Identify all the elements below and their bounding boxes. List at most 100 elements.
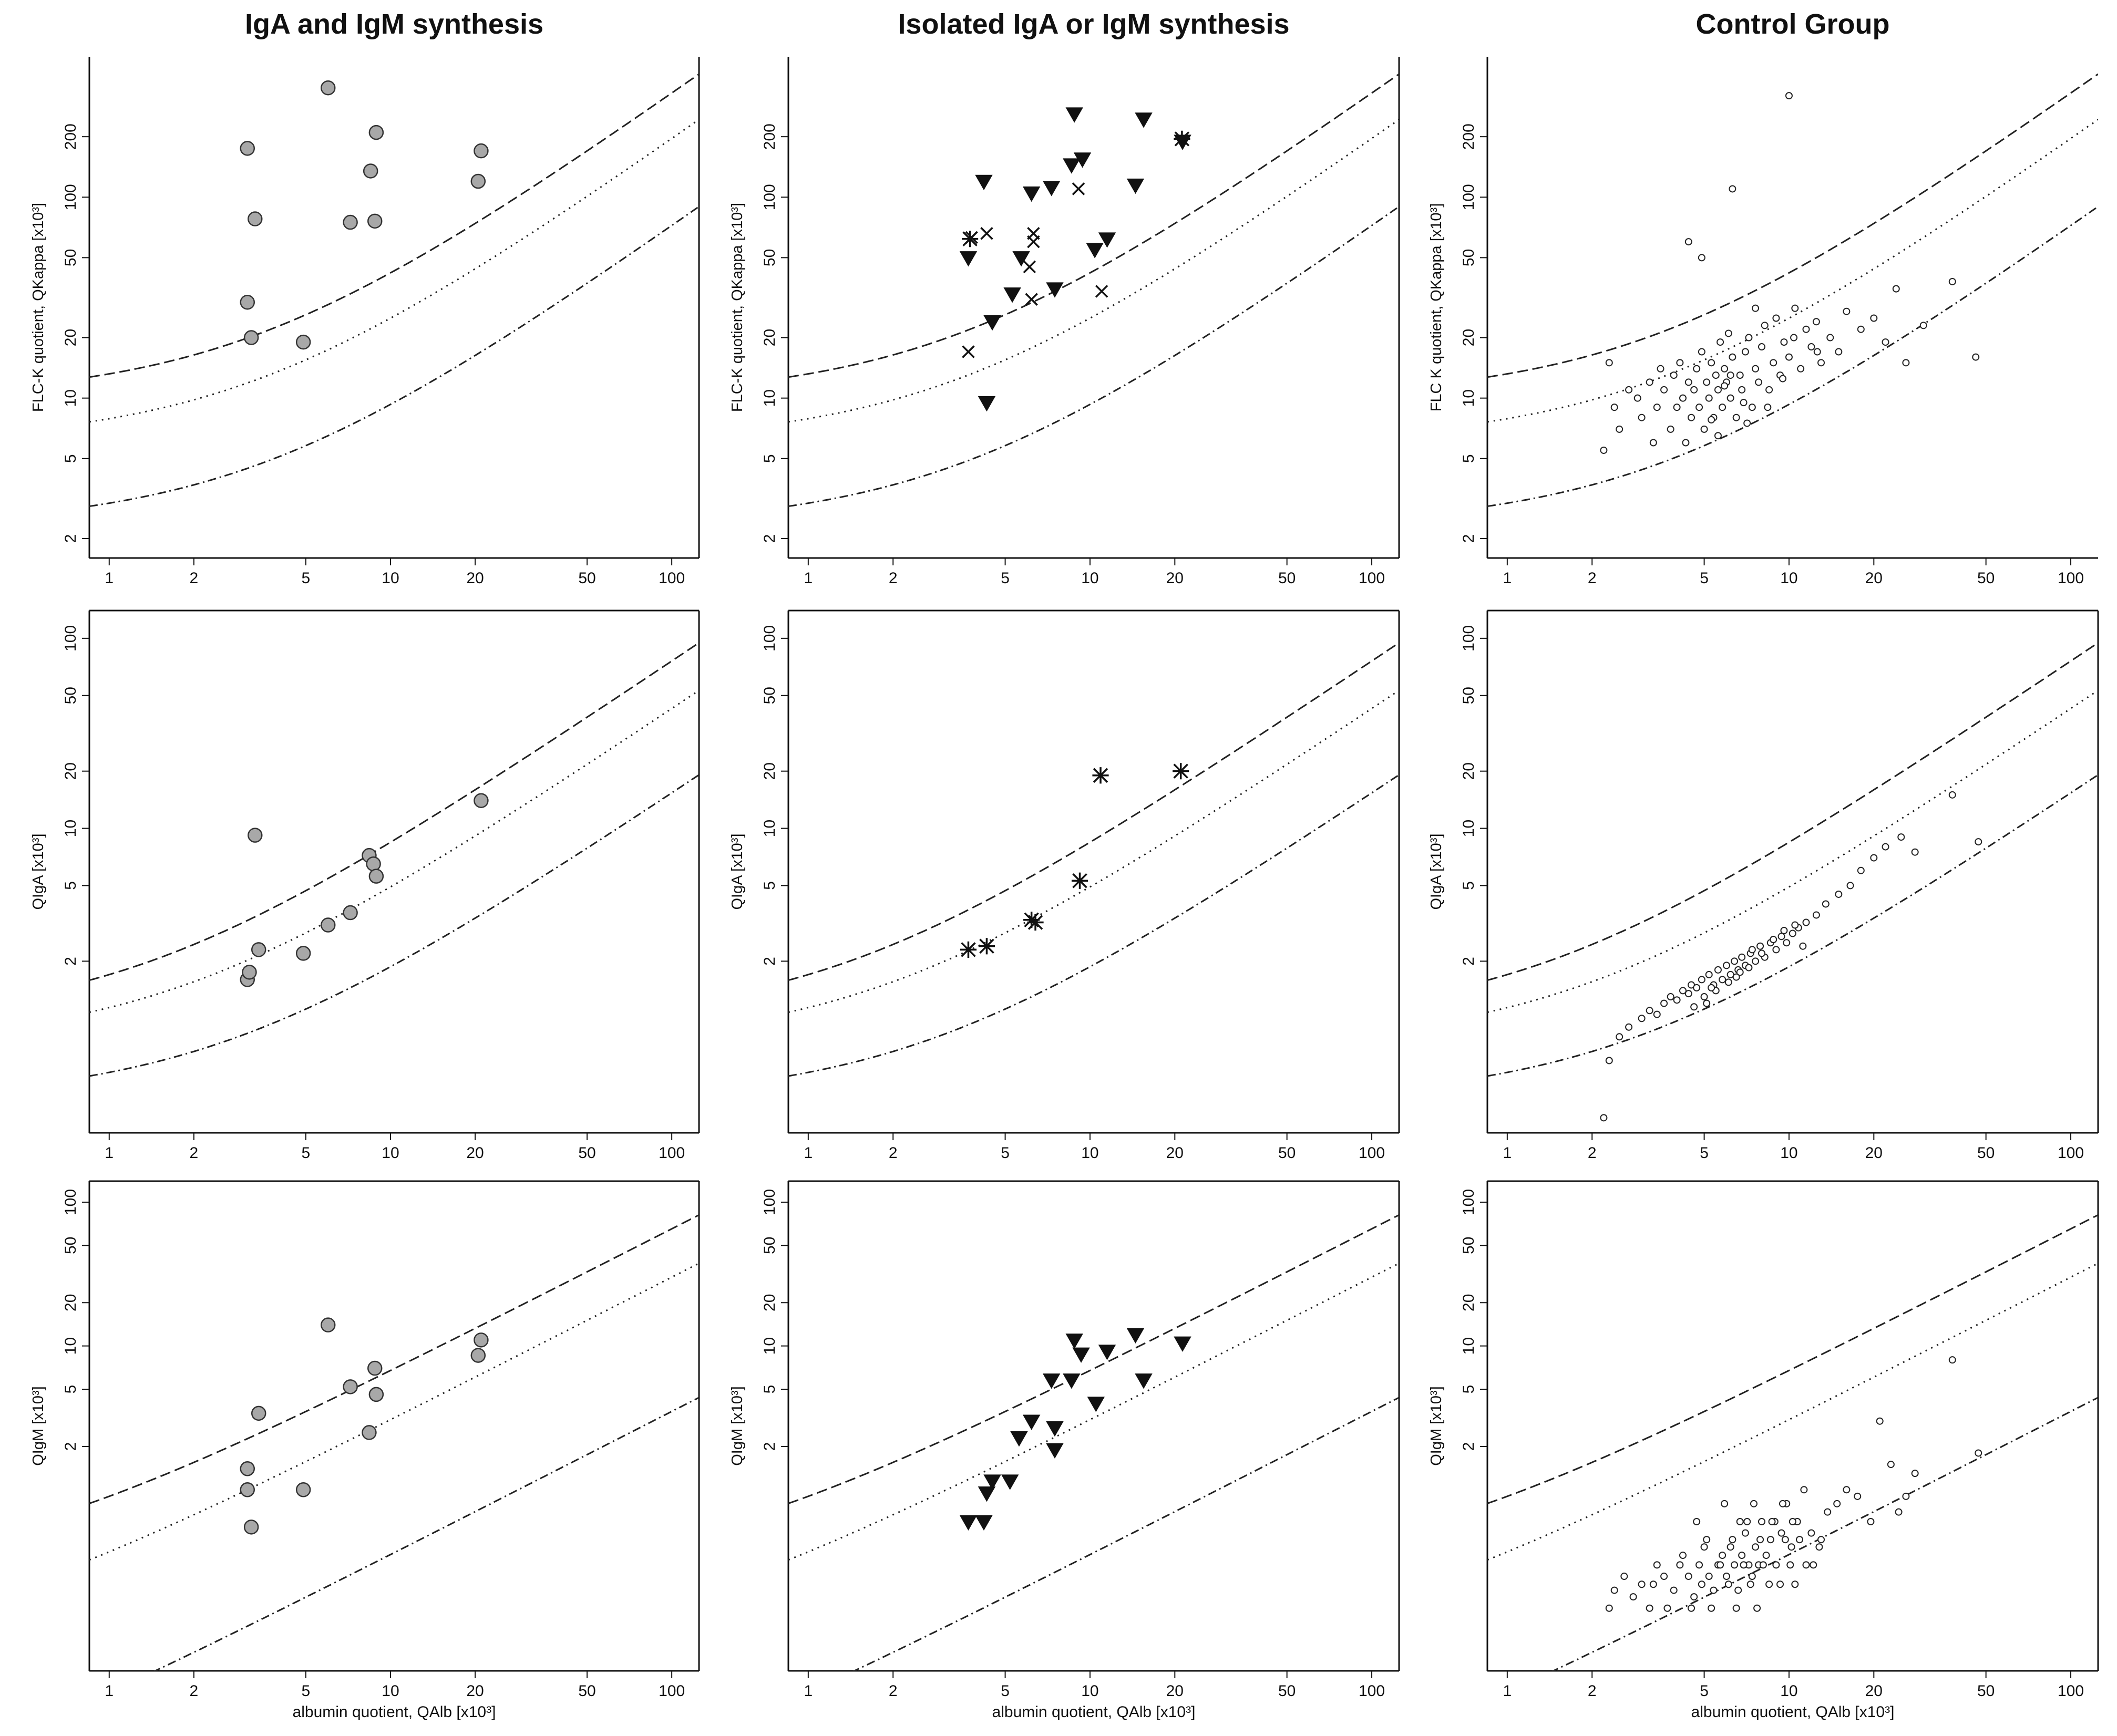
point-open-circle bbox=[1673, 404, 1681, 411]
point-open-circle bbox=[1772, 314, 1780, 322]
y-tick-label: 100 bbox=[1460, 1189, 1477, 1215]
point-open-circle bbox=[1684, 238, 1692, 246]
point-open-circle bbox=[1780, 338, 1788, 346]
point-open-circle bbox=[1948, 277, 1956, 285]
point-circle bbox=[251, 1406, 266, 1421]
panel-r0-c0: 1 2 5 10 20 50 100 2 5 10 20 50 100 200 FLC-K quotient… bbox=[30, 57, 700, 587]
point-asterisk bbox=[1173, 763, 1189, 780]
point-triangle bbox=[1046, 1443, 1064, 1459]
point-open-circle bbox=[1653, 1010, 1661, 1018]
point-open-circle bbox=[1752, 957, 1760, 965]
x-axis-label: albumin quotient, QAlb [x10³] bbox=[293, 1703, 496, 1721]
point-open-circle bbox=[1857, 866, 1865, 874]
reference-curves bbox=[788, 642, 1399, 1077]
y-tick-label: 100 bbox=[62, 625, 79, 652]
point-asterisk bbox=[1071, 872, 1088, 889]
point-open-circle bbox=[1780, 926, 1788, 934]
y-tick-label: 10 bbox=[1460, 389, 1477, 407]
point-open-circle bbox=[1772, 946, 1780, 954]
x-tick-label: 1 bbox=[105, 1144, 114, 1162]
reference-curve-mean bbox=[788, 689, 1399, 1014]
reference-curves bbox=[89, 73, 699, 507]
x-tick-label: 100 bbox=[1359, 570, 1385, 587]
reference-curve-lower bbox=[89, 774, 699, 1077]
point-open-circle bbox=[1698, 1580, 1705, 1588]
point-open-circle bbox=[1758, 343, 1765, 351]
y-tick-label: 2 bbox=[761, 1442, 778, 1451]
point-asterisk bbox=[1027, 914, 1044, 931]
point-open-circle bbox=[1731, 957, 1739, 965]
point-open-circle bbox=[1684, 378, 1692, 386]
y-tick-label: 50 bbox=[761, 249, 778, 266]
reference-curves bbox=[89, 642, 699, 1077]
x-tick-label: 50 bbox=[578, 1682, 595, 1700]
point-open-circle bbox=[1719, 976, 1727, 984]
x-tick-label: 5 bbox=[1001, 570, 1010, 587]
y-tick-label: 100 bbox=[761, 1189, 778, 1215]
point-open-circle bbox=[1975, 838, 1982, 846]
x-tick-label: 100 bbox=[2058, 1144, 2084, 1162]
point-open-circle bbox=[1789, 1518, 1796, 1526]
point-open-circle bbox=[1835, 348, 1843, 356]
point-triangle bbox=[1012, 251, 1030, 267]
point-open-circle bbox=[1752, 1543, 1760, 1551]
point-open-circle bbox=[1633, 394, 1641, 402]
column-title: IgA and IgM synthesis bbox=[245, 8, 543, 40]
point-open-circle bbox=[1854, 1492, 1862, 1500]
point-open-circle bbox=[1616, 425, 1623, 433]
y-tick-label: 50 bbox=[62, 687, 79, 704]
point-triangle bbox=[1042, 1373, 1061, 1389]
point-circle bbox=[470, 1348, 486, 1363]
point-open-circle bbox=[1736, 1518, 1744, 1526]
point-open-circle bbox=[1835, 890, 1843, 898]
x-tick-label: 1 bbox=[804, 1682, 813, 1700]
point-open-circle bbox=[1690, 1593, 1698, 1601]
point-triangle bbox=[959, 251, 978, 267]
point-triangle bbox=[983, 315, 1001, 331]
point-open-circle bbox=[1870, 314, 1878, 322]
y-tick-label: 100 bbox=[761, 184, 778, 210]
point-open-circle bbox=[1616, 1033, 1623, 1041]
reference-curve-mean bbox=[1487, 1262, 2098, 1561]
point-open-circle bbox=[1703, 999, 1711, 1007]
x-tick-label: 20 bbox=[466, 1682, 484, 1700]
point-triangle bbox=[1086, 243, 1104, 259]
y-tick-label: 2 bbox=[761, 534, 778, 543]
x-tick-label: 50 bbox=[578, 1144, 595, 1162]
point-open-circle bbox=[1703, 378, 1711, 386]
point-cross bbox=[1027, 227, 1040, 240]
y-tick-label: 5 bbox=[1460, 1385, 1477, 1394]
y-tick-label: 5 bbox=[761, 454, 778, 463]
y-tick-label: 5 bbox=[62, 881, 79, 890]
point-open-circle bbox=[1783, 939, 1791, 947]
point-open-circle bbox=[1684, 1573, 1692, 1580]
y-tick-label: 50 bbox=[761, 1237, 778, 1254]
point-open-circle bbox=[1759, 1561, 1767, 1569]
point-open-circle bbox=[1719, 1552, 1727, 1559]
x-tick-label: 2 bbox=[889, 570, 898, 587]
point-open-circle bbox=[1670, 1586, 1678, 1594]
y-axis-label: QIgM [x10³] bbox=[30, 1386, 47, 1466]
x-tick-label: 1 bbox=[1503, 1682, 1512, 1700]
point-circle bbox=[295, 946, 311, 961]
y-tick-label: 20 bbox=[1460, 762, 1477, 780]
panel-r2-c0: 1 2 5 10 20 50 100 2 5 10 20 50 100 QIgM [x10³] albumi… bbox=[30, 1180, 700, 1721]
point-open-circle bbox=[1743, 419, 1751, 427]
point-open-circle bbox=[1605, 1057, 1613, 1065]
point-circle bbox=[368, 1387, 384, 1402]
y-tick-label: 5 bbox=[62, 454, 79, 463]
reference-curves bbox=[788, 1214, 1399, 1671]
point-open-circle bbox=[1748, 946, 1756, 954]
y-axis-label: FLC-K quotient, QKappa [x10³] bbox=[30, 203, 47, 412]
y-tick-label: 20 bbox=[761, 762, 778, 780]
x-tick-label: 50 bbox=[1977, 1682, 1995, 1700]
point-open-circle bbox=[1797, 365, 1805, 373]
data-points bbox=[240, 793, 489, 987]
point-open-circle bbox=[1781, 1536, 1789, 1544]
y-tick-label: 2 bbox=[1460, 534, 1477, 543]
point-open-circle bbox=[1738, 953, 1746, 961]
x-tick-label: 20 bbox=[466, 1144, 484, 1162]
point-open-circle bbox=[1770, 936, 1777, 944]
point-open-circle bbox=[1660, 999, 1668, 1007]
reference-curve-upper bbox=[89, 642, 699, 981]
